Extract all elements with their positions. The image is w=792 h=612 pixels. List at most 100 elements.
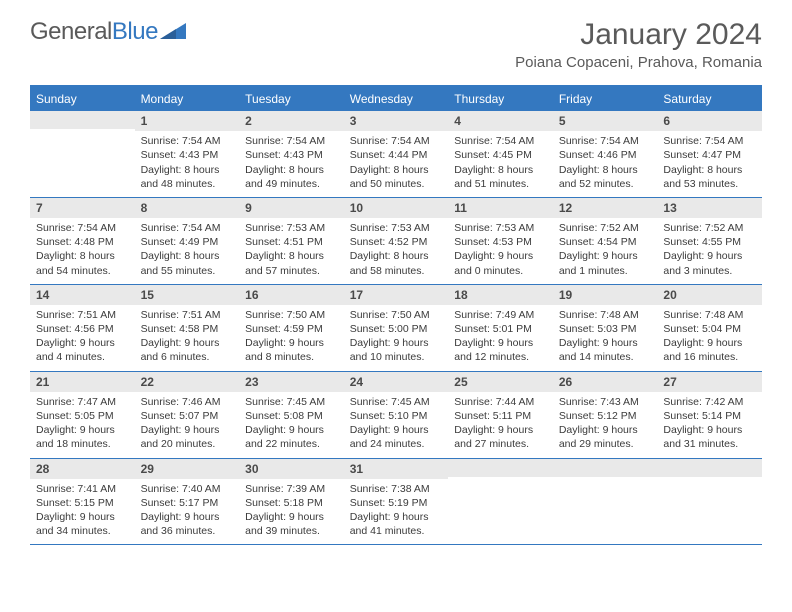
day-number: 23 (239, 372, 344, 392)
calendar-day: 26Sunrise: 7:43 AMSunset: 5:12 PMDayligh… (553, 372, 658, 458)
calendar-body: 1Sunrise: 7:54 AMSunset: 4:43 PMDaylight… (30, 111, 762, 545)
calendar-day: 9Sunrise: 7:53 AMSunset: 4:51 PMDaylight… (239, 198, 344, 284)
day-number: 25 (448, 372, 553, 392)
weekday-header: Saturday (657, 87, 762, 111)
calendar-day: 5Sunrise: 7:54 AMSunset: 4:46 PMDaylight… (553, 111, 658, 197)
day-details: Sunrise: 7:54 AMSunset: 4:48 PMDaylight:… (30, 218, 135, 284)
day-details: Sunrise: 7:50 AMSunset: 4:59 PMDaylight:… (239, 305, 344, 371)
day-details: Sunrise: 7:54 AMSunset: 4:44 PMDaylight:… (344, 131, 449, 197)
calendar-day: 17Sunrise: 7:50 AMSunset: 5:00 PMDayligh… (344, 285, 449, 371)
logo-text-blue: Blue (112, 18, 158, 46)
calendar-week: 7Sunrise: 7:54 AMSunset: 4:48 PMDaylight… (30, 198, 762, 285)
day-number: 28 (30, 459, 135, 479)
calendar-day: 3Sunrise: 7:54 AMSunset: 4:44 PMDaylight… (344, 111, 449, 197)
day-number: 3 (344, 111, 449, 131)
day-number: 14 (30, 285, 135, 305)
day-number (448, 459, 553, 477)
logo-text-general: General (30, 18, 112, 46)
calendar-day: 7Sunrise: 7:54 AMSunset: 4:48 PMDaylight… (30, 198, 135, 284)
calendar-day: 22Sunrise: 7:46 AMSunset: 5:07 PMDayligh… (135, 372, 240, 458)
calendar-day: 13Sunrise: 7:52 AMSunset: 4:55 PMDayligh… (657, 198, 762, 284)
day-number: 19 (553, 285, 658, 305)
day-number: 30 (239, 459, 344, 479)
day-details: Sunrise: 7:39 AMSunset: 5:18 PMDaylight:… (239, 479, 344, 545)
weekday-header: Tuesday (239, 87, 344, 111)
calendar-day: 31Sunrise: 7:38 AMSunset: 5:19 PMDayligh… (344, 459, 449, 545)
day-details: Sunrise: 7:43 AMSunset: 5:12 PMDaylight:… (553, 392, 658, 458)
logo: GeneralBlue (30, 18, 186, 46)
calendar-day (657, 459, 762, 545)
day-number: 17 (344, 285, 449, 305)
day-details: Sunrise: 7:54 AMSunset: 4:49 PMDaylight:… (135, 218, 240, 284)
day-number: 29 (135, 459, 240, 479)
month-title: January 2024 (515, 18, 762, 52)
day-details: Sunrise: 7:46 AMSunset: 5:07 PMDaylight:… (135, 392, 240, 458)
day-number: 9 (239, 198, 344, 218)
calendar-week: 21Sunrise: 7:47 AMSunset: 5:05 PMDayligh… (30, 372, 762, 459)
calendar-day: 15Sunrise: 7:51 AMSunset: 4:58 PMDayligh… (135, 285, 240, 371)
calendar-week: 1Sunrise: 7:54 AMSunset: 4:43 PMDaylight… (30, 111, 762, 198)
day-number: 20 (657, 285, 762, 305)
day-details: Sunrise: 7:41 AMSunset: 5:15 PMDaylight:… (30, 479, 135, 545)
day-details: Sunrise: 7:54 AMSunset: 4:46 PMDaylight:… (553, 131, 658, 197)
calendar-day: 1Sunrise: 7:54 AMSunset: 4:43 PMDaylight… (135, 111, 240, 197)
day-number: 13 (657, 198, 762, 218)
weekday-header: Sunday (30, 87, 135, 111)
title-block: January 2024 Poiana Copaceni, Prahova, R… (515, 18, 762, 71)
calendar-day: 18Sunrise: 7:49 AMSunset: 5:01 PMDayligh… (448, 285, 553, 371)
location-text: Poiana Copaceni, Prahova, Romania (515, 54, 762, 71)
day-details (30, 129, 135, 183)
weekday-header: Thursday (448, 87, 553, 111)
calendar-day: 29Sunrise: 7:40 AMSunset: 5:17 PMDayligh… (135, 459, 240, 545)
day-details: Sunrise: 7:50 AMSunset: 5:00 PMDaylight:… (344, 305, 449, 371)
calendar-day: 28Sunrise: 7:41 AMSunset: 5:15 PMDayligh… (30, 459, 135, 545)
day-details: Sunrise: 7:52 AMSunset: 4:55 PMDaylight:… (657, 218, 762, 284)
day-number (553, 459, 658, 477)
calendar-day: 21Sunrise: 7:47 AMSunset: 5:05 PMDayligh… (30, 372, 135, 458)
calendar-day: 25Sunrise: 7:44 AMSunset: 5:11 PMDayligh… (448, 372, 553, 458)
calendar-day: 10Sunrise: 7:53 AMSunset: 4:52 PMDayligh… (344, 198, 449, 284)
day-number: 6 (657, 111, 762, 131)
day-number: 27 (657, 372, 762, 392)
day-number: 7 (30, 198, 135, 218)
weekday-header: Wednesday (344, 87, 449, 111)
day-number (657, 459, 762, 477)
day-details: Sunrise: 7:54 AMSunset: 4:43 PMDaylight:… (239, 131, 344, 197)
day-details: Sunrise: 7:53 AMSunset: 4:52 PMDaylight:… (344, 218, 449, 284)
day-details: Sunrise: 7:54 AMSunset: 4:47 PMDaylight:… (657, 131, 762, 197)
day-number: 10 (344, 198, 449, 218)
day-details: Sunrise: 7:54 AMSunset: 4:43 PMDaylight:… (135, 131, 240, 197)
day-details: Sunrise: 7:53 AMSunset: 4:53 PMDaylight:… (448, 218, 553, 284)
calendar-day: 23Sunrise: 7:45 AMSunset: 5:08 PMDayligh… (239, 372, 344, 458)
day-details (553, 477, 658, 531)
day-number: 26 (553, 372, 658, 392)
day-number: 12 (553, 198, 658, 218)
day-details: Sunrise: 7:48 AMSunset: 5:03 PMDaylight:… (553, 305, 658, 371)
calendar-day: 24Sunrise: 7:45 AMSunset: 5:10 PMDayligh… (344, 372, 449, 458)
day-number: 18 (448, 285, 553, 305)
day-number: 21 (30, 372, 135, 392)
day-details (657, 477, 762, 531)
day-number: 2 (239, 111, 344, 131)
day-details: Sunrise: 7:51 AMSunset: 4:56 PMDaylight:… (30, 305, 135, 371)
day-number: 11 (448, 198, 553, 218)
day-details: Sunrise: 7:45 AMSunset: 5:08 PMDaylight:… (239, 392, 344, 458)
day-details: Sunrise: 7:53 AMSunset: 4:51 PMDaylight:… (239, 218, 344, 284)
day-details: Sunrise: 7:49 AMSunset: 5:01 PMDaylight:… (448, 305, 553, 371)
page-header: GeneralBlue January 2024 Poiana Copaceni… (0, 0, 792, 77)
day-number: 22 (135, 372, 240, 392)
triangle-icon (160, 18, 186, 46)
day-details: Sunrise: 7:40 AMSunset: 5:17 PMDaylight:… (135, 479, 240, 545)
calendar-day: 19Sunrise: 7:48 AMSunset: 5:03 PMDayligh… (553, 285, 658, 371)
day-details: Sunrise: 7:48 AMSunset: 5:04 PMDaylight:… (657, 305, 762, 371)
day-details: Sunrise: 7:38 AMSunset: 5:19 PMDaylight:… (344, 479, 449, 545)
day-number: 8 (135, 198, 240, 218)
day-number: 16 (239, 285, 344, 305)
day-number: 15 (135, 285, 240, 305)
calendar-day: 27Sunrise: 7:42 AMSunset: 5:14 PMDayligh… (657, 372, 762, 458)
day-details: Sunrise: 7:44 AMSunset: 5:11 PMDaylight:… (448, 392, 553, 458)
day-details: Sunrise: 7:51 AMSunset: 4:58 PMDaylight:… (135, 305, 240, 371)
calendar-day: 12Sunrise: 7:52 AMSunset: 4:54 PMDayligh… (553, 198, 658, 284)
calendar-day (553, 459, 658, 545)
calendar-day: 30Sunrise: 7:39 AMSunset: 5:18 PMDayligh… (239, 459, 344, 545)
